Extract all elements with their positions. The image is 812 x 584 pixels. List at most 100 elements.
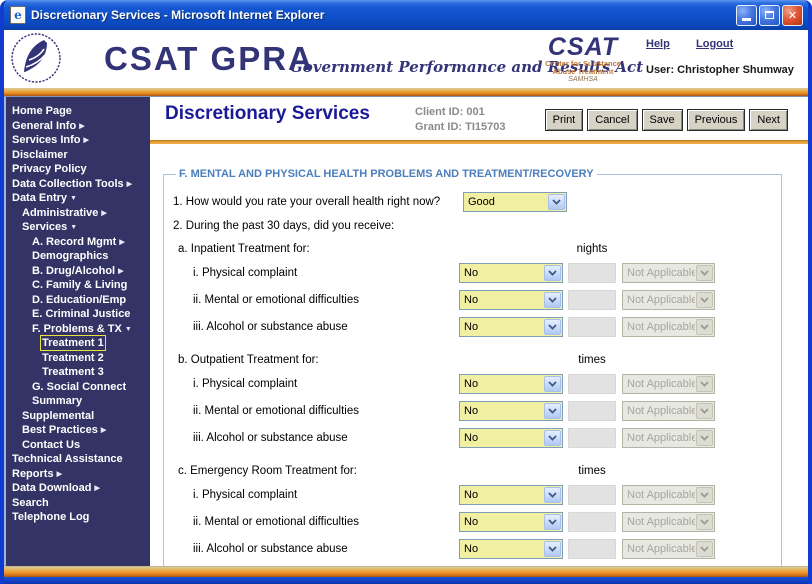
yes-no-dropdown[interactable]: No	[459, 374, 563, 394]
sidebar-item-general-info[interactable]: General Info ▶	[6, 119, 150, 134]
sidebar-item-best-practices[interactable]: Best Practices ▶	[6, 423, 150, 438]
count-input[interactable]	[568, 539, 616, 559]
page-title: Discretionary Services	[165, 103, 370, 124]
sidebar-item-contact-us[interactable]: Contact Us	[6, 438, 150, 453]
chevron-down-icon: ▼	[70, 195, 77, 202]
count-input[interactable]	[568, 401, 616, 421]
sidebar-item-label: Treatment 2	[42, 351, 104, 364]
count-input[interactable]	[568, 374, 616, 394]
chevron-down-icon	[544, 430, 561, 446]
main-panel: Discretionary Services Client ID: 001 Gr…	[150, 97, 808, 566]
not-applicable-dropdown[interactable]: Not Applicable	[622, 263, 715, 283]
sidebar-item-e-criminal-justice[interactable]: E. Criminal Justice	[6, 307, 150, 322]
row-label: ii. Mental or emotional difficulties	[193, 516, 359, 528]
yes-no-dropdown[interactable]: No	[459, 512, 563, 532]
not-applicable-dropdown[interactable]: Not Applicable	[622, 512, 715, 532]
sidebar-item-data-entry[interactable]: Data Entry ▼	[6, 191, 150, 206]
chevron-right-icon: ▶	[100, 427, 107, 434]
sidebar-item-label: Administrative	[22, 206, 99, 219]
chevron-right-icon: ▶	[94, 485, 100, 492]
chevron-right-icon: ▶	[101, 209, 107, 217]
yes-no-dropdown[interactable]: No	[459, 539, 563, 559]
sidebar-item-c-family-living[interactable]: C. Family & Living	[6, 278, 150, 293]
next-button[interactable]: Next	[749, 109, 788, 131]
sidebar-item-administrative[interactable]: Administrative ▶	[6, 206, 150, 221]
chevron-down-icon	[696, 430, 713, 446]
chevron-down-icon	[696, 319, 713, 335]
sidebar-item-label: Contact Us	[22, 438, 81, 451]
logout-link[interactable]: Logout	[696, 38, 734, 50]
sidebar-item-d-education-emp[interactable]: D. Education/Emp	[6, 293, 150, 308]
sidebar-item-data-download[interactable]: Data Download ▶	[6, 481, 150, 496]
sidebar-item-technical-assistance[interactable]: Technical Assistance	[6, 452, 150, 467]
sidebar-item-home-page[interactable]: Home Page	[6, 104, 150, 119]
not-applicable-dropdown[interactable]: Not Applicable	[622, 485, 715, 505]
overall-health-dropdown[interactable]: Good	[463, 192, 567, 212]
minimize-icon	[742, 18, 751, 21]
minimize-button[interactable]	[736, 4, 757, 26]
sidebar-item-treatment-3[interactable]: Treatment 3	[6, 365, 150, 380]
maximize-button[interactable]	[759, 4, 780, 26]
yes-no-dropdown[interactable]: No	[459, 401, 563, 421]
sidebar-item-privacy-policy[interactable]: Privacy Policy	[6, 162, 150, 177]
yes-no-dropdown[interactable]: No	[459, 428, 563, 448]
sidebar-item-f-problems-tx[interactable]: F. Problems & TX ▼	[6, 322, 150, 337]
sidebar-item-summary[interactable]: Summary	[6, 394, 150, 409]
sidebar-item-label: Best Practices	[22, 424, 98, 436]
sidebar-item-label: Supplemental	[22, 409, 95, 422]
brand-tagline: Government Performance and Results Act	[290, 58, 644, 76]
count-input[interactable]	[568, 428, 616, 448]
sidebar-item-treatment-2[interactable]: Treatment 2	[6, 351, 150, 366]
sidebar-item-data-collection-tools[interactable]: Data Collection Tools ▶	[6, 177, 150, 192]
not-applicable-dropdown[interactable]: Not Applicable	[622, 539, 715, 559]
section-f-legend: F. MENTAL AND PHYSICAL HEALTH PROBLEMS A…	[179, 168, 594, 180]
not-applicable-dropdown[interactable]: Not Applicable	[622, 374, 715, 394]
sidebar-item-services[interactable]: Services ▼	[6, 220, 150, 235]
maximize-icon	[765, 11, 774, 19]
save-button[interactable]: Save	[641, 109, 683, 131]
count-input[interactable]	[568, 512, 616, 532]
brand-title: CSAT GPRA	[104, 40, 314, 77]
sidebar-item-demographics[interactable]: Demographics	[6, 249, 150, 264]
sidebar-item-g-social-connect[interactable]: G. Social Connect	[6, 380, 150, 395]
sidebar-item-reports[interactable]: Reports ▶	[6, 467, 150, 482]
not-applicable-dropdown[interactable]: Not Applicable	[622, 290, 715, 310]
count-input[interactable]	[568, 485, 616, 505]
sidebar-item-a-record-mgmt[interactable]: A. Record Mgmt ▶	[6, 235, 150, 250]
overall-health-value: Good	[468, 196, 495, 208]
help-link[interactable]: Help	[646, 38, 670, 50]
not-applicable-dropdown[interactable]: Not Applicable	[622, 401, 715, 421]
treatment-groups: a. Inpatient Treatment for: nights i. Ph…	[173, 242, 781, 559]
treatment-row: i. Physical complaint No Not Applicable	[173, 263, 781, 283]
print-button[interactable]: Print	[544, 109, 584, 131]
not-applicable-dropdown[interactable]: Not Applicable	[622, 317, 715, 337]
not-applicable-dropdown[interactable]: Not Applicable	[622, 428, 715, 448]
page-header: Discretionary Services Client ID: 001 Gr…	[150, 97, 808, 140]
sidebar-item-services-info[interactable]: Services Info ▶	[6, 133, 150, 148]
grant-id-label: Grant ID: TI15703	[415, 121, 506, 133]
count-input[interactable]	[568, 263, 616, 283]
footer-band	[4, 566, 808, 577]
sidebar-item-disclaimer[interactable]: Disclaimer	[6, 148, 150, 163]
count-input[interactable]	[568, 290, 616, 310]
sidebar-item-search[interactable]: Search	[6, 496, 150, 511]
group-label: b. Outpatient Treatment for:	[178, 354, 319, 366]
sidebar-item-telephone-log[interactable]: Telephone Log	[6, 510, 150, 525]
user-label: User: Christopher Shumway	[646, 64, 794, 76]
yes-no-dropdown[interactable]: No	[459, 317, 563, 337]
yes-no-dropdown[interactable]: No	[459, 290, 563, 310]
close-button[interactable]: ✕	[782, 4, 803, 26]
previous-button[interactable]: Previous	[686, 109, 746, 131]
sidebar-item-supplemental[interactable]: Supplemental	[6, 409, 150, 424]
sidebar-item-treatment-1[interactable]: Treatment 1	[6, 335, 150, 351]
sidebar-item-b-drug-alcohol[interactable]: B. Drug/Alcohol ▶	[6, 264, 150, 279]
form-area: F. MENTAL AND PHYSICAL HEALTH PROBLEMS A…	[150, 144, 808, 566]
close-icon: ✕	[787, 8, 798, 22]
csat-logo-samhsa: SAMHSA	[568, 76, 598, 83]
titlebar[interactable]: e Discretionary Services - Microsoft Int…	[4, 0, 808, 30]
treatment-group-b-outpatient-treatment-for: b. Outpatient Treatment for: times i. Ph…	[173, 353, 781, 448]
count-input[interactable]	[568, 317, 616, 337]
yes-no-dropdown[interactable]: No	[459, 485, 563, 505]
yes-no-dropdown[interactable]: No	[459, 263, 563, 283]
cancel-button[interactable]: Cancel	[587, 109, 638, 131]
